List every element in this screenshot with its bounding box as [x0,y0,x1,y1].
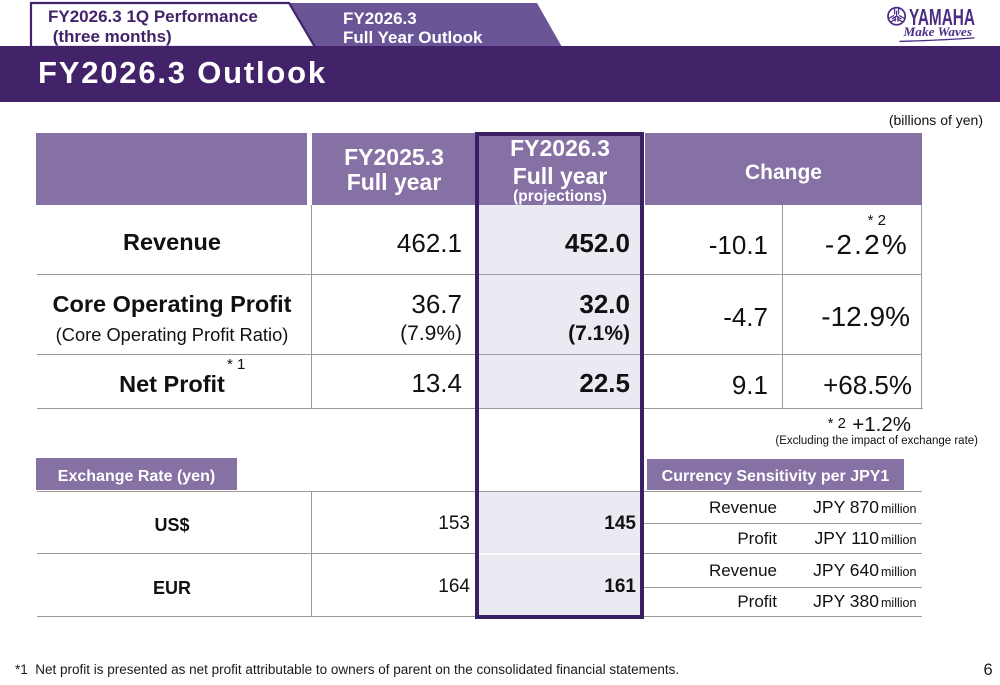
svg-text:YAMAHA: YAMAHA [909,4,975,30]
svg-text:Make Waves: Make Waves [902,24,972,39]
